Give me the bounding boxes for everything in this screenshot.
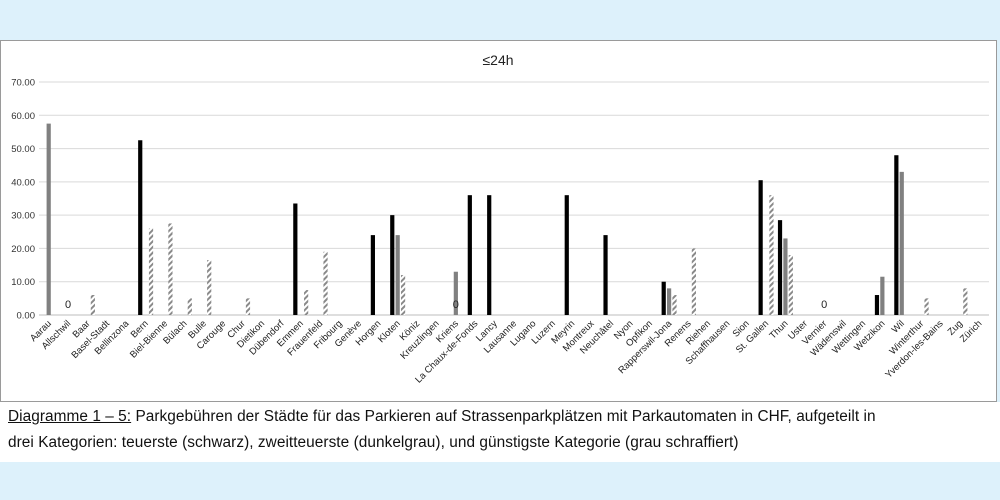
bar-teuerste [874, 295, 880, 315]
bar-guenstigste [207, 260, 212, 315]
bar-teuerste [661, 281, 666, 315]
zero-annotation: 0 [65, 299, 71, 311]
bar-guenstigste [148, 228, 154, 315]
bar-guenstigste [90, 295, 95, 315]
x-tick-label: Thun [767, 318, 790, 341]
bar-zweitteuerste [46, 123, 51, 315]
bar-guenstigste [788, 255, 793, 315]
bar-zweitteuerste [880, 276, 885, 315]
bar-teuerste [390, 215, 395, 315]
bar-guenstigste [400, 275, 406, 315]
bar-zweitteuerste [783, 238, 788, 315]
caption-line-2: drei Kategorien: teuerste (schwarz), zwe… [8, 434, 739, 451]
chart-title: ≤24h [482, 52, 513, 68]
y-tick-label: 70.00 [11, 78, 35, 89]
y-tick-label: 30.00 [11, 211, 35, 222]
y-tick-label: 0.00 [17, 311, 36, 322]
bar-teuerste [758, 180, 763, 315]
bar-teuerste [777, 220, 783, 315]
bar-zweitteuerste [453, 271, 458, 315]
bar-guenstigste [924, 298, 929, 315]
caption-prefix: Diagramme 1 – 5: [8, 408, 132, 425]
bar-teuerste [293, 203, 298, 315]
bar-guenstigste [769, 195, 774, 315]
bar-teuerste [138, 140, 143, 315]
bar-guenstigste [245, 298, 251, 315]
bar-guenstigste [691, 248, 696, 315]
y-tick-label: 60.00 [11, 111, 35, 122]
bar-teuerste [487, 195, 492, 315]
bar-guenstigste [323, 251, 328, 315]
bar-teuerste [564, 195, 569, 315]
bar-teuerste [370, 235, 375, 315]
bar-guenstigste [672, 295, 677, 315]
bar-zweitteuerste [667, 288, 672, 315]
figure-caption: Diagramme 1 – 5: Parkgebühren der Städte… [0, 402, 1000, 462]
x-tick-label: Zürich [958, 318, 984, 344]
bar-zweitteuerste [899, 171, 904, 315]
y-tick-label: 40.00 [11, 177, 35, 188]
y-tick-label: 10.00 [11, 277, 35, 288]
bar-teuerste [603, 235, 608, 315]
zero-annotation: 0 [453, 299, 459, 311]
bar-zweitteuerste [395, 235, 400, 315]
bar-chart: ≤24h 0.00 10.00 20.00 30.00 40.00 50.00 60.00 7… [11, 52, 989, 385]
y-tick-label: 50.00 [11, 144, 35, 155]
bar-guenstigste [187, 298, 192, 315]
chart-area: ≤24h 0.00 10.00 20.00 30.00 40.00 50.00 60.00 7… [0, 40, 997, 402]
y-tick-label: 20.00 [11, 244, 35, 255]
caption-line-1: Parkgebühren der Städte für das Parkiere… [131, 408, 876, 425]
bar-guenstigste [304, 290, 309, 315]
zero-annotation: 0 [821, 299, 827, 311]
bar-teuerste [894, 155, 899, 315]
bar-teuerste [467, 195, 472, 315]
x-tick-label: Kloten [376, 318, 403, 345]
bar-guenstigste [963, 288, 968, 315]
bar-guenstigste [168, 223, 173, 315]
